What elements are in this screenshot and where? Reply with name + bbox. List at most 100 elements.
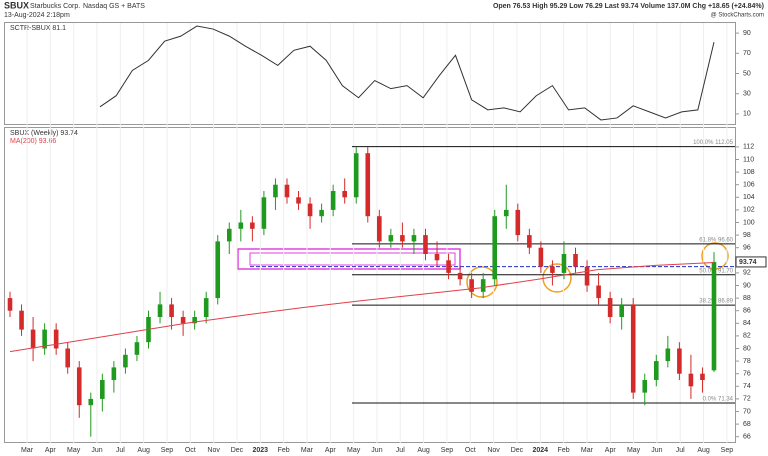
candle-body — [527, 235, 532, 248]
company: Starbucks Corp. — [30, 3, 80, 10]
x-tick-label: Nov — [207, 447, 220, 454]
candle-body — [515, 209, 521, 236]
y-tick-label: 82 — [743, 333, 751, 340]
candle-body — [550, 266, 555, 273]
x-tick-label: May — [347, 447, 361, 454]
y-tick-label: 96 — [743, 245, 751, 252]
x-tick-label: Jul — [676, 447, 685, 454]
candle-body — [215, 241, 221, 299]
candle-body — [480, 279, 486, 292]
x-tick-label: Mar — [301, 447, 314, 454]
y-tick-label: 98 — [743, 232, 751, 239]
y-tick-label: 110 — [743, 156, 754, 163]
date: 13-Aug-2024 2:18pm — [4, 12, 70, 19]
candle-body — [273, 184, 278, 198]
candle-body — [503, 209, 509, 217]
sctr-line — [99, 25, 715, 121]
sctr-tick-label: 10 — [743, 111, 751, 118]
y-tick-label: 76 — [743, 371, 751, 378]
candle-body — [342, 191, 347, 198]
ma-label: MA(200) 93.66 — [10, 138, 56, 145]
candle-body — [307, 203, 313, 217]
x-tick-label: Aug — [137, 447, 150, 454]
x-tick-label: Aug — [697, 447, 710, 454]
fib-label: 50.0% 91.70 — [699, 268, 733, 274]
x-tick-label: Apr — [45, 447, 57, 454]
candle-body — [203, 298, 209, 317]
y-tick-label: 112 — [743, 144, 754, 151]
y-tick-label: 102 — [743, 207, 755, 214]
candle-body — [76, 367, 82, 406]
candle-body — [607, 298, 613, 317]
candle-body — [192, 317, 197, 324]
sctr-tick-label: 30 — [743, 91, 751, 98]
last-price-label: 93.74 — [739, 259, 757, 266]
candle-body — [30, 329, 36, 349]
candle-body — [250, 222, 255, 229]
candle-body — [711, 261, 717, 371]
candle-body — [446, 260, 451, 273]
candle-body — [619, 304, 624, 317]
candle-body — [157, 304, 163, 317]
x-tick-label: Feb — [558, 447, 570, 454]
x-tick-label: May — [627, 447, 641, 454]
y-tick-label: 72 — [743, 396, 751, 403]
x-tick-label: Mar — [21, 447, 34, 454]
x-tick-label: 2024 — [532, 447, 548, 454]
y-tick-label: 100 — [743, 219, 755, 226]
candle-body — [53, 329, 59, 349]
candle-body — [7, 298, 13, 311]
candle-body — [42, 329, 47, 349]
candle-body — [169, 304, 174, 317]
candle-body — [596, 285, 601, 299]
candle-body — [19, 310, 24, 330]
sctr-tick-label: 90 — [743, 30, 751, 37]
candle-body — [226, 228, 232, 242]
candle-body — [423, 235, 428, 254]
candle-body — [377, 216, 382, 242]
x-tick-label: May — [67, 447, 81, 454]
last-price-box — [735, 256, 767, 268]
candle-body — [388, 235, 394, 242]
candle-body — [492, 216, 498, 280]
candle-body — [584, 266, 590, 286]
candle-body — [296, 197, 301, 204]
fib-label: 100.0% 112.05 — [693, 140, 734, 146]
y-tick-label: 106 — [743, 182, 755, 189]
candle-body — [365, 153, 371, 217]
highlight-box-inner — [249, 252, 456, 266]
x-tick-label: Sep — [441, 447, 454, 454]
y-tick-label: 74 — [743, 383, 751, 390]
candle-body — [653, 361, 659, 380]
candle-body — [642, 380, 648, 393]
y-tick-label: 108 — [743, 169, 755, 176]
candle-body — [284, 184, 290, 198]
candle-body — [573, 254, 578, 267]
x-tick-label: Oct — [185, 447, 196, 454]
x-tick-label: Jun — [651, 447, 662, 454]
y-tick-label: 90 — [743, 282, 751, 289]
y-tick-label: 70 — [743, 408, 751, 415]
sctr-label: SCTR-SBUX 81.1 — [10, 25, 66, 32]
candle-body — [180, 317, 186, 324]
candle-body — [330, 191, 336, 210]
exchange: Nasdaq GS + BATS — [83, 3, 145, 10]
quote: Open 76.53 High 95.29 Low 76.29 Last 93.… — [493, 3, 764, 10]
candle-body — [353, 153, 359, 198]
x-tick-label: Dec — [231, 447, 244, 454]
candle-body — [457, 272, 463, 280]
y-tick-label: 84 — [743, 320, 751, 327]
x-tick-label: Jul — [396, 447, 405, 454]
sctr-tick-label: 50 — [743, 70, 751, 77]
candle-body — [100, 380, 105, 399]
highlight-box — [237, 248, 461, 270]
candle-body — [319, 209, 324, 217]
x-tick-label: Jul — [116, 447, 125, 454]
y-tick-label: 68 — [743, 421, 751, 428]
source: @ StockCharts.com — [711, 13, 764, 19]
x-tick-label: Jun — [91, 447, 102, 454]
y-tick-label: 92 — [743, 270, 751, 277]
symbol: SBUX — [4, 0, 29, 10]
